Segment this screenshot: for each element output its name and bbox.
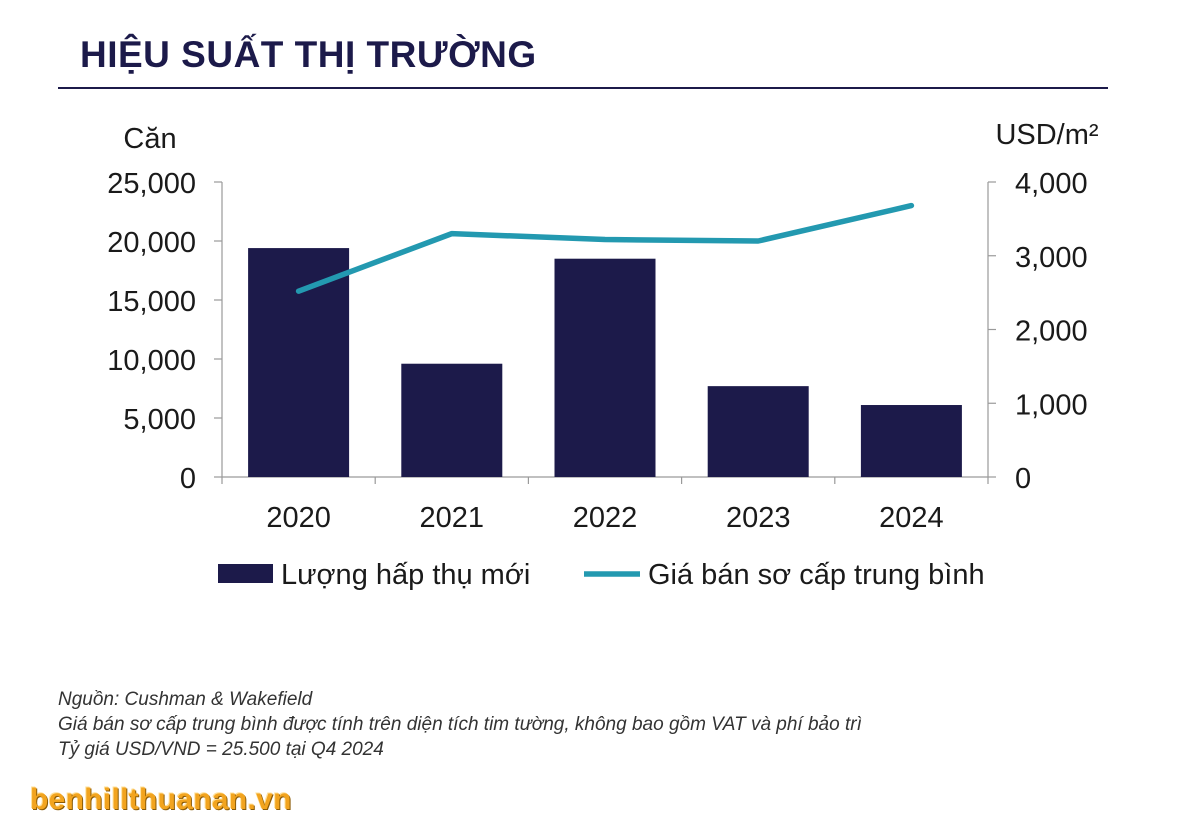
- x-tick-label: 2023: [726, 502, 791, 534]
- left-y-tick-label: 0: [180, 463, 196, 495]
- price-note: Giá bán sơ cấp trung bình được tính trên…: [58, 714, 862, 735]
- source-note: Nguồn: Cushman & Wakefield: [58, 689, 313, 710]
- x-tick-label: 2024: [879, 502, 944, 534]
- right-y-tick-label: 3,000: [1015, 242, 1088, 274]
- chart: 0 5,000 10,000 15,000 20,000 25,000 0 1,000 2,00…: [107, 119, 1099, 591]
- bar-2024: [860, 405, 962, 477]
- x-tick-label: 2021: [420, 502, 485, 534]
- left-y-axis-label: Căn: [123, 123, 176, 155]
- right-y-tick-label: 1,000: [1015, 389, 1088, 421]
- bar-2021: [401, 363, 503, 477]
- bar-2020: [248, 248, 350, 477]
- title-divider: [58, 87, 1108, 89]
- exchange-rate-note: Tỷ giá USD/VND = 25.500 tại Q4 2024: [58, 739, 384, 760]
- x-tick-label: 2022: [573, 502, 638, 534]
- watermark-logo: benhillthuanan.vn: [30, 783, 292, 816]
- legend-line-label: Giá bán sơ cấp trung bình: [648, 559, 985, 591]
- page-title: HIỆU SUẤT THỊ TRƯỜNG: [80, 34, 537, 75]
- left-y-tick-label: 25,000: [107, 168, 196, 200]
- bar-2023: [707, 386, 809, 477]
- legend-bar-swatch: [218, 564, 273, 583]
- left-y-tick-label: 15,000: [107, 286, 196, 318]
- line-series: [295, 202, 915, 294]
- left-y-tick-label: 5,000: [123, 404, 196, 436]
- footnotes: Nguồn: Cushman & Wakefield Giá bán sơ cấ…: [58, 687, 862, 762]
- legend: Lượng hấp thụ mới Giá bán sơ cấp trung bì…: [218, 559, 985, 591]
- right-y-tick-label: 2,000: [1015, 316, 1088, 348]
- axis-labels: 0 5,000 10,000 15,000 20,000 25,000 0 1,000 2,00…: [107, 119, 1099, 534]
- bar-series: [248, 248, 962, 477]
- left-y-tick-label: 10,000: [107, 345, 196, 377]
- x-tick-label: 2020: [266, 502, 331, 534]
- right-y-tick-label: 4,000: [1015, 168, 1088, 200]
- right-y-axis-label: USD/m²: [995, 119, 1098, 151]
- legend-bar-label: Lượng hấp thụ mới: [281, 559, 530, 591]
- bar-2022: [554, 258, 656, 477]
- right-y-tick-label: 0: [1015, 463, 1031, 495]
- left-y-tick-label: 20,000: [107, 227, 196, 259]
